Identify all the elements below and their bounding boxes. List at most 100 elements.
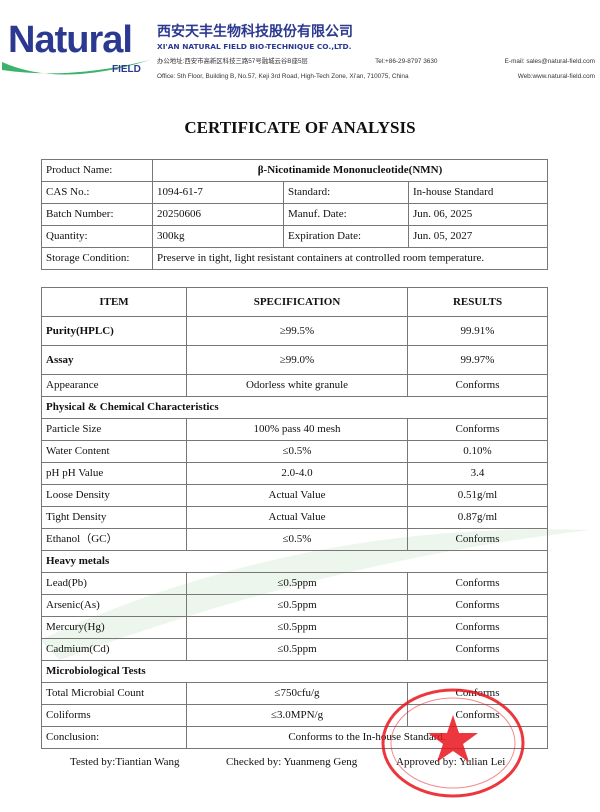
result: Conforms — [407, 374, 548, 397]
specification: ≤0.5% — [186, 440, 408, 463]
specification: ≤0.5% — [186, 528, 408, 551]
result: 0.10% — [407, 440, 548, 463]
table-row: Loose Density Actual Value 0.51g/ml — [41, 484, 548, 507]
document-title: CERTIFICATE OF ANALYSIS — [184, 118, 416, 137]
specification: ≤0.5ppm — [186, 616, 408, 639]
label: Manuf. Date: — [283, 203, 409, 226]
email: E-mail: sales@natural-field.com — [504, 58, 595, 65]
header-item: ITEM — [41, 287, 187, 317]
label: Storage Condition: — [41, 247, 153, 270]
table-row: Purity(HPLC) ≥99.5% 99.91% — [41, 316, 548, 346]
result: Conforms — [407, 528, 548, 551]
item: Particle Size — [41, 418, 187, 441]
product-info-table: Product Name: β-Nicotinamide Mononucleoti… — [41, 159, 549, 270]
exp-value: Jun. 05, 2027 — [407, 225, 549, 248]
result: 99.97% — [407, 345, 548, 375]
section-title: Physical & Chemical Characteristics — [41, 396, 548, 419]
web: Web:www.natural-field.com — [517, 73, 595, 80]
item: Ethanol（GC） — [41, 528, 187, 551]
approved-by: Approved by: Yulian Lei — [396, 756, 506, 768]
label: Batch Number: — [41, 203, 153, 226]
section-title: Microbiological Tests — [41, 660, 548, 683]
result: 0.51g/ml — [407, 484, 548, 507]
company-name-cn: 西安天丰生物科技股份有限公司 — [157, 24, 353, 40]
result: 99.91% — [407, 316, 548, 346]
specification: 2.0-4.0 — [186, 462, 408, 485]
table-row: Ethanol（GC） ≤0.5% Conforms — [41, 528, 548, 551]
logo: Natural — [8, 19, 133, 61]
item: pH pH Value — [41, 462, 187, 485]
result: Conforms — [407, 418, 548, 441]
label: Standard: — [283, 181, 409, 204]
item: Loose Density — [41, 484, 187, 507]
qty-value: 300kg — [152, 225, 284, 248]
item: Mercury(Hg) — [41, 616, 187, 639]
letterhead: Natural FIELD 西安天丰生物科技股份有限公司 XI'AN NATUR… — [0, 0, 600, 90]
header-spec: SPECIFICATION — [186, 287, 408, 317]
section-row: Microbiological Tests — [41, 660, 548, 683]
specification: Odorless white granule — [186, 374, 408, 397]
result: Conforms — [407, 572, 548, 595]
item: Total Microbial Count — [41, 682, 187, 705]
item: Water Content — [41, 440, 187, 463]
cas-value: 1094-61-7 — [152, 181, 284, 204]
specification: ≤3.0MPN/g — [186, 704, 408, 727]
specification: ≥99.5% — [186, 316, 408, 346]
table-row: Lead(Pb) ≤0.5ppm Conforms — [41, 572, 548, 595]
specification: ≥99.0% — [186, 345, 408, 375]
table-row: pH pH Value 2.0-4.0 3.4 — [41, 462, 548, 485]
table-row: Water Content ≤0.5% 0.10% — [41, 440, 548, 463]
item: Appearance — [41, 374, 187, 397]
table-row: Tight Density Actual Value 0.87g/ml — [41, 506, 548, 529]
table-row: Coliforms ≤3.0MPN/g Conforms — [41, 704, 548, 727]
result: Conforms — [407, 616, 548, 639]
conclusion-value: Conforms to the In-house Standard. — [186, 726, 548, 749]
specification: Actual Value — [186, 484, 408, 507]
label: Expiration Date: — [283, 225, 409, 248]
specification: ≤0.5ppm — [186, 638, 408, 661]
header-results: RESULTS — [407, 287, 548, 317]
item: Tight Density — [41, 506, 187, 529]
results-table: ITEM SPECIFICATION RESULTS Purity(HPLC) ≥99… — [41, 287, 548, 749]
conclusion-label: Conclusion: — [41, 726, 187, 749]
label: CAS No.: — [41, 181, 153, 204]
manuf-value: Jun. 06, 2025 — [407, 203, 549, 226]
logo-sub: FIELD — [112, 64, 141, 75]
section-title: Heavy metals — [41, 550, 548, 573]
company-name-en: XI'AN NATURAL FIELD BIO-TECHNIQUE CO.,LT… — [157, 42, 352, 51]
specification: ≤750cfu/g — [186, 682, 408, 705]
specification: 100% pass 40 mesh — [186, 418, 408, 441]
table-row: Mercury(Hg) ≤0.5ppm Conforms — [41, 616, 548, 639]
item: Lead(Pb) — [41, 572, 187, 595]
table-row: Cadmium(Cd) ≤0.5ppm Conforms — [41, 638, 548, 661]
item: Assay — [41, 345, 187, 375]
table-row: Total Microbial Count ≤750cfu/g Conforms — [41, 682, 548, 705]
address-en: Office: 5th Floor, Building B, No.57, Ke… — [157, 73, 409, 80]
item: Arsenic(As) — [41, 594, 187, 617]
table-row: Arsenic(As) ≤0.5ppm Conforms — [41, 594, 548, 617]
table-row: Appearance Odorless white granule Conforms — [41, 374, 548, 397]
result: Conforms — [407, 704, 548, 727]
specification: ≤0.5ppm — [186, 594, 408, 617]
contact-line-1: 办公地址:西安市高新区科技三路57号融城云谷B座5层 Tel:+86-29-87… — [157, 57, 595, 66]
result: Conforms — [407, 638, 548, 661]
logo-swoosh — [2, 60, 150, 75]
contact-line-2: Office: 5th Floor, Building B, No.57, Ke… — [157, 72, 595, 81]
product-name: β-Nicotinamide Mononucleotide(NMN) — [151, 159, 549, 182]
tested-by: Tested by:Tiantian Wang — [70, 756, 180, 768]
result: 0.87g/ml — [407, 506, 548, 529]
table-row: Assay ≥99.0% 99.97% — [41, 345, 548, 375]
item: Cadmium(Cd) — [41, 638, 187, 661]
tel: Tel:+86-29-8797 3630 — [375, 58, 438, 65]
storage-value: Preserve in tight, light resistant conta… — [151, 247, 549, 270]
standard-value: In-house Standard — [407, 181, 549, 204]
checked-by: Checked by: Yuanmeng Geng — [226, 756, 358, 768]
label: Product Name: — [41, 159, 153, 182]
label: Quantity: — [41, 225, 153, 248]
specification: ≤0.5ppm — [186, 572, 408, 595]
result: Conforms — [407, 594, 548, 617]
table-row: Particle Size 100% pass 40 mesh Conforms — [41, 418, 548, 441]
result: Conforms — [407, 682, 548, 705]
specification: Actual Value — [186, 506, 408, 529]
section-row: Heavy metals — [41, 550, 548, 573]
